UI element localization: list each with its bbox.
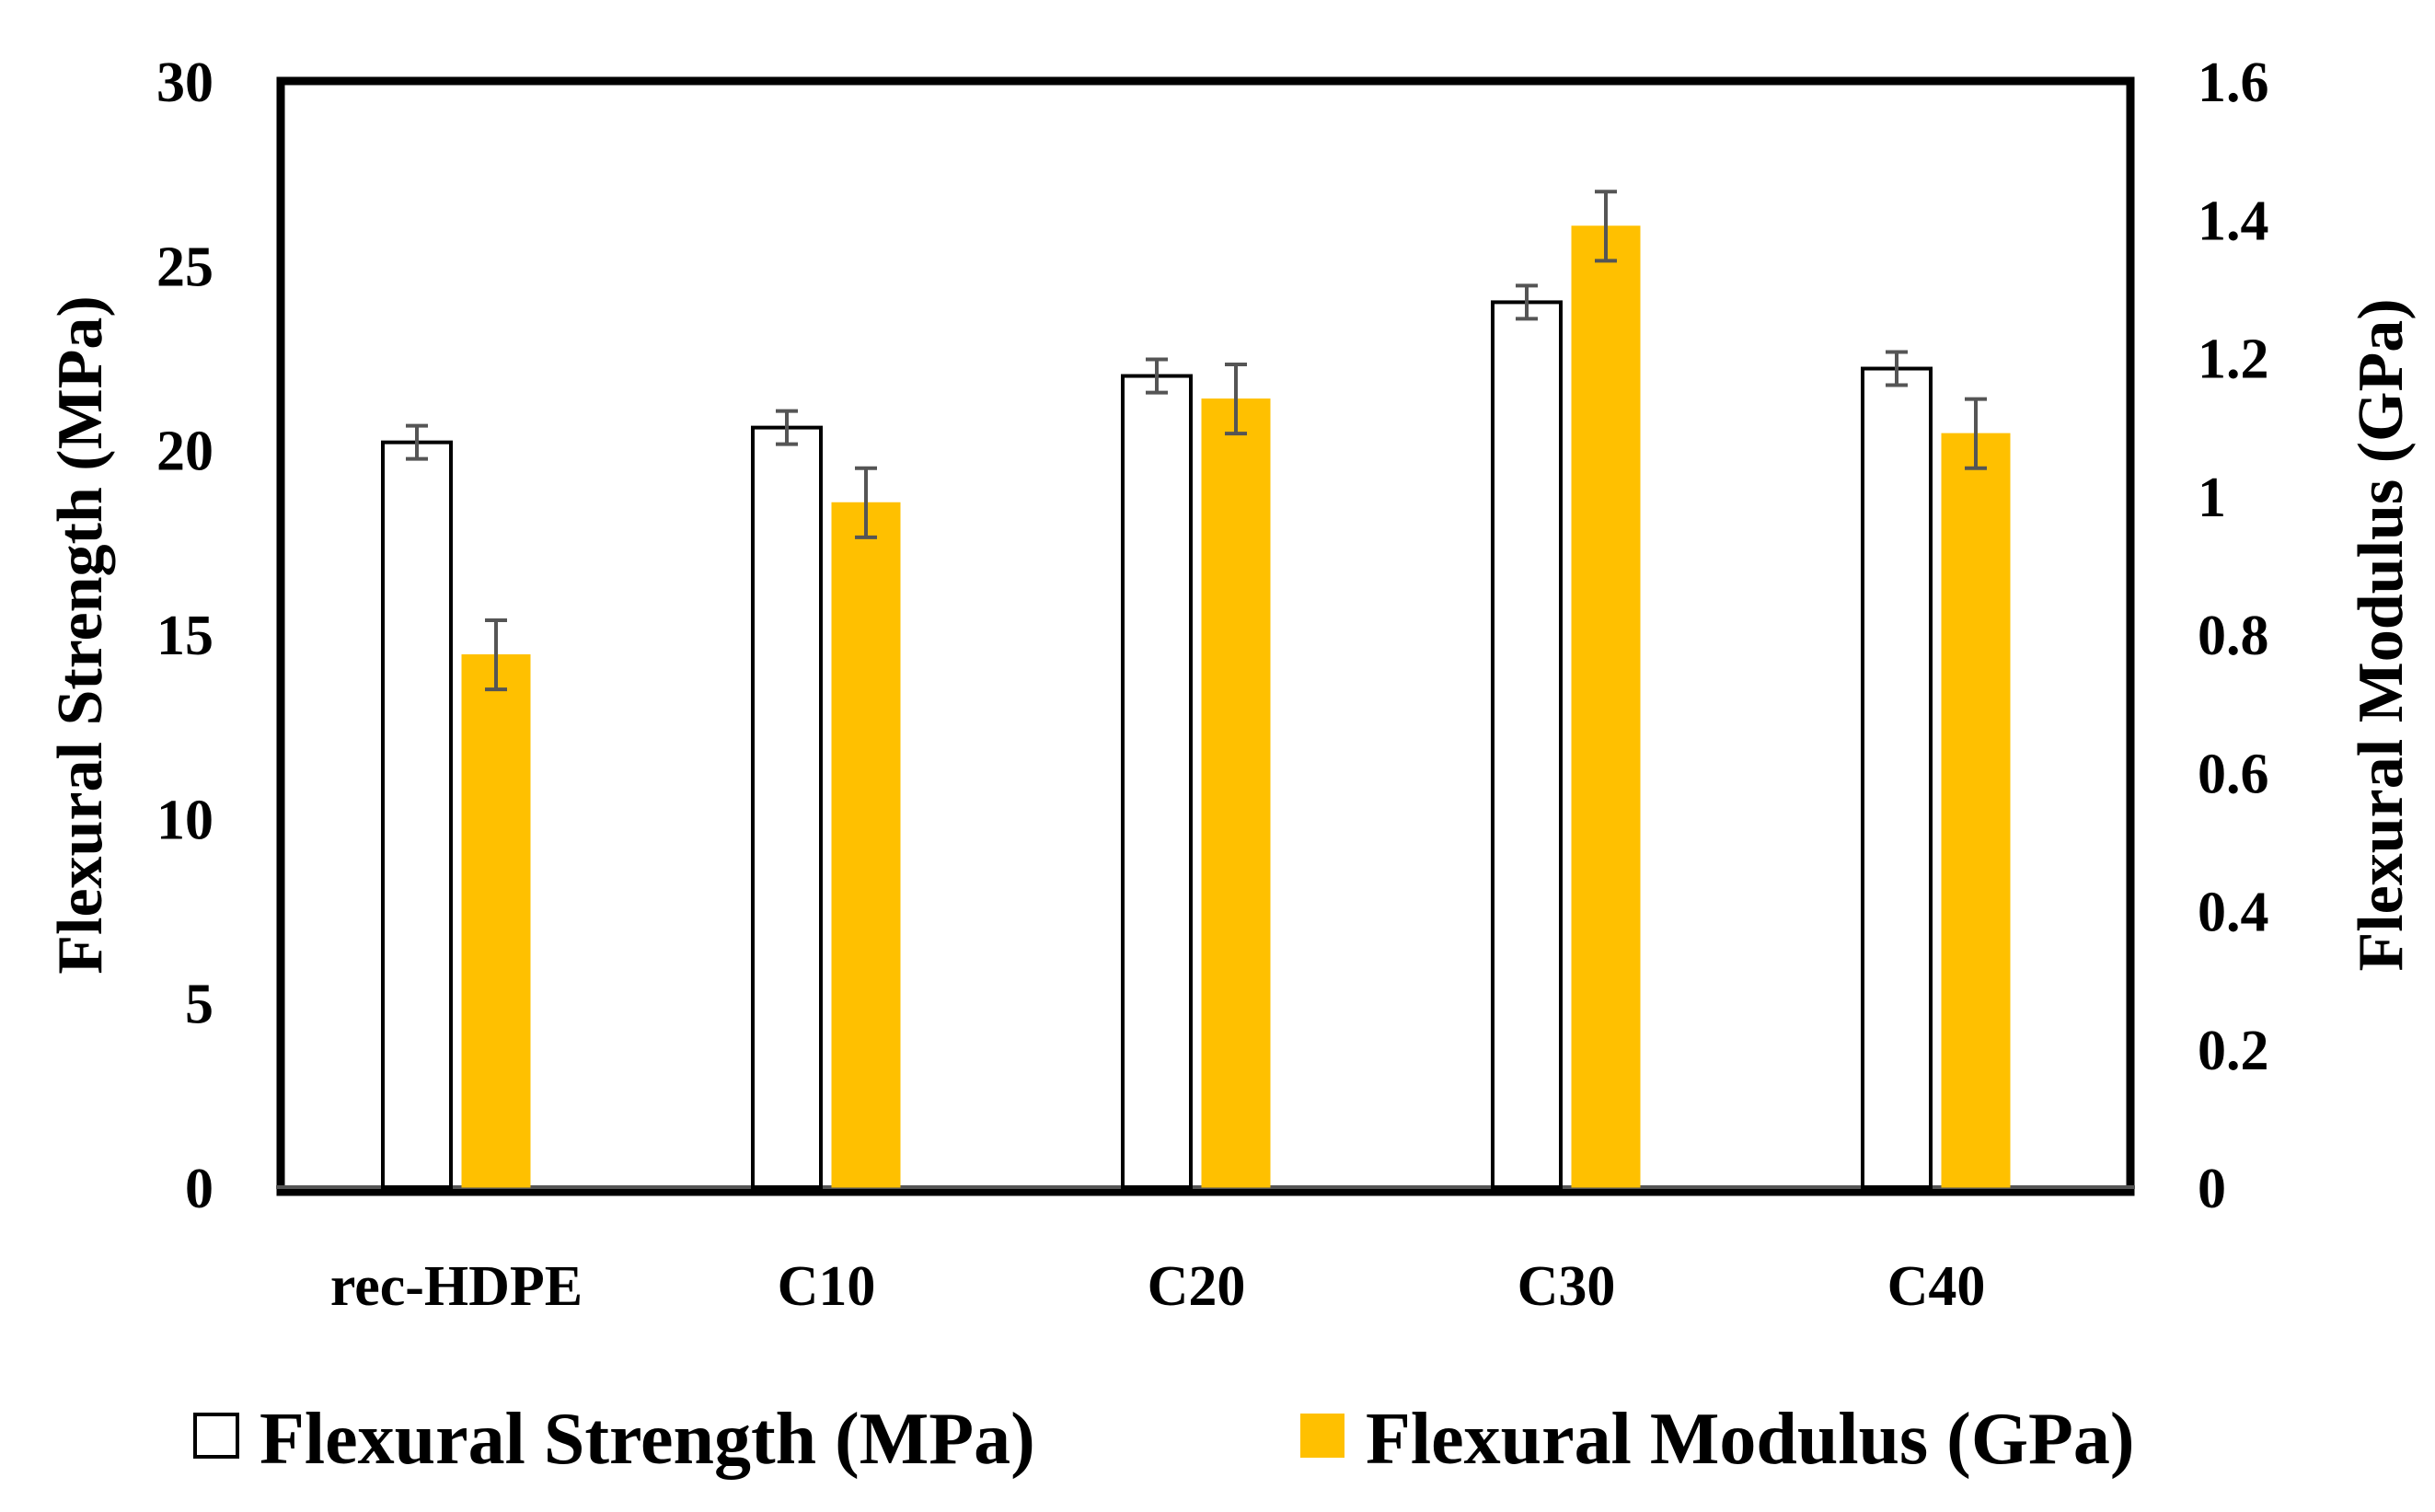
y-tick-label-right: 0.4 bbox=[2198, 882, 2269, 944]
bar-modulus-C20 bbox=[1201, 398, 1271, 1188]
plot-frame bbox=[276, 76, 2135, 1196]
bar-modulus-C40 bbox=[1941, 433, 2011, 1188]
y-tick-label-right: 1 bbox=[2198, 467, 2226, 529]
bar-modulus-C10 bbox=[831, 502, 901, 1188]
y-tick-label-left: 20 bbox=[156, 421, 213, 483]
y-tick-label-right: 0 bbox=[2198, 1158, 2226, 1220]
x-tick-label: C30 bbox=[1518, 1255, 1616, 1318]
y-tick-label-left: 5 bbox=[185, 974, 213, 1036]
y-tick-label-left: 25 bbox=[156, 236, 213, 298]
bar-modulus-C30 bbox=[1571, 225, 1641, 1188]
y-axis-title-right: Flexural Modulus (GPa) bbox=[2346, 298, 2417, 971]
legend-label-modulus: Flexural Modulus (GPa) bbox=[1366, 1399, 2135, 1480]
y-tick-label-right: 1.4 bbox=[2198, 190, 2269, 252]
ticks-layer: rec-HDPE C10 C20 C30 C40 0 5 10 15 20 25 30 0 0.2 0.4 0… bbox=[156, 52, 2269, 1318]
x-tick-label: C10 bbox=[778, 1255, 876, 1318]
y-tick-label-left: 10 bbox=[156, 789, 213, 851]
x-tick-label: C20 bbox=[1148, 1255, 1246, 1318]
bars-layer bbox=[381, 190, 2011, 1190]
y-tick-label-left: 0 bbox=[185, 1158, 213, 1220]
y-axis-title-left: Flexural Strength (MPa) bbox=[45, 295, 116, 974]
bar-strength-C10 bbox=[751, 425, 823, 1190]
legend-swatch-strength bbox=[193, 1413, 239, 1459]
legend-swatch-modulus bbox=[1300, 1414, 1344, 1458]
y-tick-label-right: 0.8 bbox=[2198, 605, 2269, 667]
bar-strength-C20 bbox=[1121, 374, 1193, 1189]
y-tick-label-right: 1.2 bbox=[2198, 329, 2269, 391]
y-tick-label-left: 15 bbox=[156, 605, 213, 667]
y-tick-label-left: 30 bbox=[156, 52, 213, 114]
legend-label-strength: Flexural Strength (MPa) bbox=[260, 1399, 1035, 1480]
y-tick-label-right: 1.6 bbox=[2198, 52, 2269, 114]
bar-strength-rec-HDPE bbox=[381, 440, 453, 1189]
bar-modulus-rec-HDPE bbox=[461, 654, 531, 1188]
bar-strength-C30 bbox=[1491, 300, 1563, 1189]
y-tick-label-right: 0.6 bbox=[2198, 743, 2269, 805]
legend: Flexural Strength (MPa) Flexural Modulus… bbox=[193, 1399, 2135, 1480]
bar-strength-C40 bbox=[1861, 366, 1933, 1189]
x-tick-label: rec-HDPE bbox=[330, 1255, 583, 1318]
x-tick-label: C40 bbox=[1887, 1255, 1986, 1318]
y-tick-label-right: 0.2 bbox=[2198, 1020, 2269, 1082]
